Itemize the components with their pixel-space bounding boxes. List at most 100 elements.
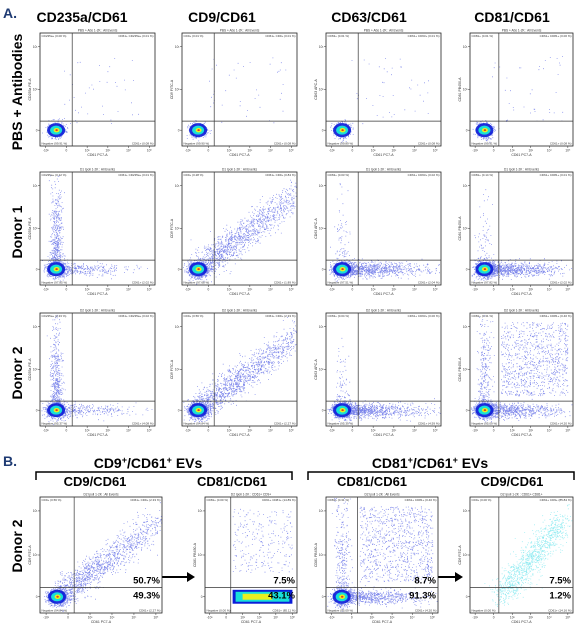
- y-axis-label: CD81 PB450-A: [458, 77, 462, 102]
- x-tick-label: 0: [352, 288, 354, 292]
- plot-header: PBS + Abs 1-2K : All Events: [502, 29, 542, 33]
- density-peak: [341, 268, 344, 271]
- plot-a-d2-cd235a: D2 Ipoli 1-2K : All Events CD235a+ (0.33 …: [28, 309, 156, 437]
- x-tick-label: 10³: [392, 429, 397, 433]
- x-tick-label: 0: [66, 149, 68, 153]
- x-tick-label: 10³: [392, 288, 397, 292]
- column-title-a-3: CD81/CD61: [474, 9, 550, 25]
- gate-arrow-0: [160, 572, 195, 582]
- scatter-plots: PBS + Abs 1-2K : All Events CD235a+ (0.00…: [28, 29, 574, 624]
- x-tick-label: -10²: [472, 616, 478, 620]
- plot-b-cd9: D2 Ipoli 1-2K : All Events CD9+ (0.56 %) C…: [28, 493, 163, 624]
- density-peak: [341, 129, 344, 132]
- quadrant-label-ll: Negative (97.68 %): [184, 281, 210, 285]
- quadrant-label-lr: CD61+ (2.04 %): [418, 281, 440, 285]
- plot-a-d1-cd63: D1 Ipoli 1-2K : All Events CD63+ (0.03 %)…: [314, 168, 442, 296]
- y-axis-label: CD9 FITC-A: [170, 359, 174, 379]
- x-tick-label: 0: [493, 288, 495, 292]
- x-tick-label: -10²: [329, 429, 335, 433]
- density-peak: [483, 129, 487, 132]
- plot-a-pbs-cd235a: PBS + Abs 1-2K : All Events CD235a+ (0.00…: [28, 29, 156, 157]
- x-tick-label: -10²: [43, 429, 49, 433]
- x-tick-label: 10⁴: [268, 429, 274, 433]
- y-tick-label: 0: [322, 128, 324, 132]
- density-peak: [483, 409, 487, 412]
- x-tick-label: 10³: [257, 616, 262, 620]
- quadrant-label-ul: CD9+ (0.56 %): [42, 498, 62, 502]
- y-tick-label: 0: [36, 408, 38, 412]
- x-tick-label: -10²: [472, 288, 478, 292]
- quadrant-label-ul: CD81+ (0.01 %): [472, 34, 494, 38]
- x-tick-label: 10³: [110, 616, 115, 620]
- quadrant-label-ur: CD61+ CD9+ (2.33 %): [265, 314, 295, 318]
- quadrant-label-ll: Negative (94.84 %): [184, 422, 210, 426]
- quadrant-label-ll: Negative (99.91 %): [472, 142, 498, 146]
- quadrant-label-ll: Negative (99.90 %): [184, 142, 210, 146]
- y-tick-label: 10²: [33, 368, 38, 372]
- plot-a-d2-cd63: D2 Ipoli 1-2K : All Events CD63+ (0.04 %)…: [314, 309, 442, 437]
- event-dots: [484, 504, 573, 607]
- y-axis-label: CD81 PB450-A: [193, 542, 197, 567]
- y-tick-label: 10²: [198, 553, 203, 557]
- plot-a-pbs-cd63: PBS + Abs 1-2K : All Events CD63+ (0.01 %…: [314, 29, 442, 157]
- x-tick-label: 10⁵: [289, 149, 295, 153]
- y-tick-label: 10²: [33, 88, 38, 92]
- x-tick-label: 10⁵: [433, 149, 439, 153]
- x-axis-label: CD61 PC7-A: [511, 620, 532, 624]
- y-axis-label: CD9 FITC-A: [170, 79, 174, 99]
- quadrant-label-ur: CD61+ CD63+ (0.00 %): [408, 314, 440, 318]
- x-tick-label: 0: [493, 616, 495, 620]
- quadrant-label-ul: CD63+ (0.04 %): [328, 314, 350, 318]
- quadrant-label-ur: CD61+ CD9+ (85.84 %): [540, 498, 572, 502]
- quadrant-label-ll: Negative (95.39 %): [328, 422, 354, 426]
- x-tick-label: 10⁴: [268, 288, 274, 292]
- x-tick-label: 10³: [248, 288, 253, 292]
- x-tick-label: 10⁴: [268, 149, 274, 153]
- quadrant-label-ur: CD61+ CD235a+ (0.01 %): [118, 34, 153, 38]
- quadrant-label-ur: CD61+ CD81+ (0.01 %): [540, 173, 572, 177]
- y-tick-label: 0: [322, 595, 324, 599]
- plot-header: D1 Ipoli 1-2K : All Events: [366, 168, 401, 172]
- x-tick-label: 10⁴: [547, 149, 553, 153]
- y-tick-label: 0: [322, 408, 324, 412]
- x-tick-label: 10⁴: [126, 429, 132, 433]
- density-peak: [55, 129, 58, 132]
- x-axis-label: CD61 PC7-A: [241, 620, 262, 624]
- quadrant-label-ul: CD235a+ (0.33 %): [42, 314, 67, 318]
- x-tick-label: 10²: [240, 616, 245, 620]
- y-tick-label: 10¹: [463, 509, 468, 513]
- plot-a-d2-cd9: D2 Ipoli 1-2K : All Events CD9+ (0.56 %) C…: [170, 309, 298, 437]
- y-tick-label: 10¹: [33, 325, 38, 329]
- quadrant-label-ur: CD61+ CD63+ (0.01 %): [408, 34, 440, 38]
- column-title-b-3: CD9/CD61: [481, 474, 544, 489]
- y-axis-label: CD235a PE-A: [28, 217, 32, 240]
- group-bracket-b-1: [307, 471, 575, 480]
- x-axis-label: CD61 PC7-A: [373, 153, 394, 157]
- x-tick-label: 10⁴: [547, 429, 553, 433]
- x-tick-label: 10⁴: [547, 288, 553, 292]
- y-tick-label: 10²: [463, 368, 468, 372]
- y-axis-label: CD9 FITC-A: [458, 545, 462, 565]
- quadrant-label-ll: Negative (99.91 %): [42, 142, 68, 146]
- x-tick-label: 10⁴: [273, 616, 279, 620]
- y-axis-label: CD235a PE-A: [28, 78, 32, 101]
- x-tick-label: 10²: [510, 288, 515, 292]
- y-tick-label: 0: [466, 595, 468, 599]
- x-tick-label: 10⁵: [565, 149, 571, 153]
- group-title-b-0: CD9+/CD61+ EVs: [94, 455, 203, 471]
- y-tick-label: 10¹: [463, 184, 468, 188]
- quadrant-label-ll: Negative (99.89 %): [328, 142, 354, 146]
- plot-frame: [469, 496, 574, 614]
- quadrant-label-lr: CD61+ (1.89 %): [274, 281, 296, 285]
- x-tick-label: -10²: [329, 616, 335, 620]
- x-tick-label: 10²: [510, 616, 515, 620]
- x-tick-label: 10⁴: [547, 616, 553, 620]
- y-tick-label: 10¹: [319, 509, 324, 513]
- quadrant-label-ll: Negative (94.84 %): [42, 609, 68, 613]
- y-tick-label: 0: [178, 128, 180, 132]
- gate-arrow-1: [438, 572, 463, 582]
- y-tick-label: 10²: [175, 88, 180, 92]
- plot-a-pbs-cd9: PBS + Abs 1-2K : All Events CD9+ (0.01 %)…: [170, 29, 298, 157]
- density-peak: [197, 129, 200, 132]
- quadrant-percent-lower: 49.3%: [133, 590, 160, 601]
